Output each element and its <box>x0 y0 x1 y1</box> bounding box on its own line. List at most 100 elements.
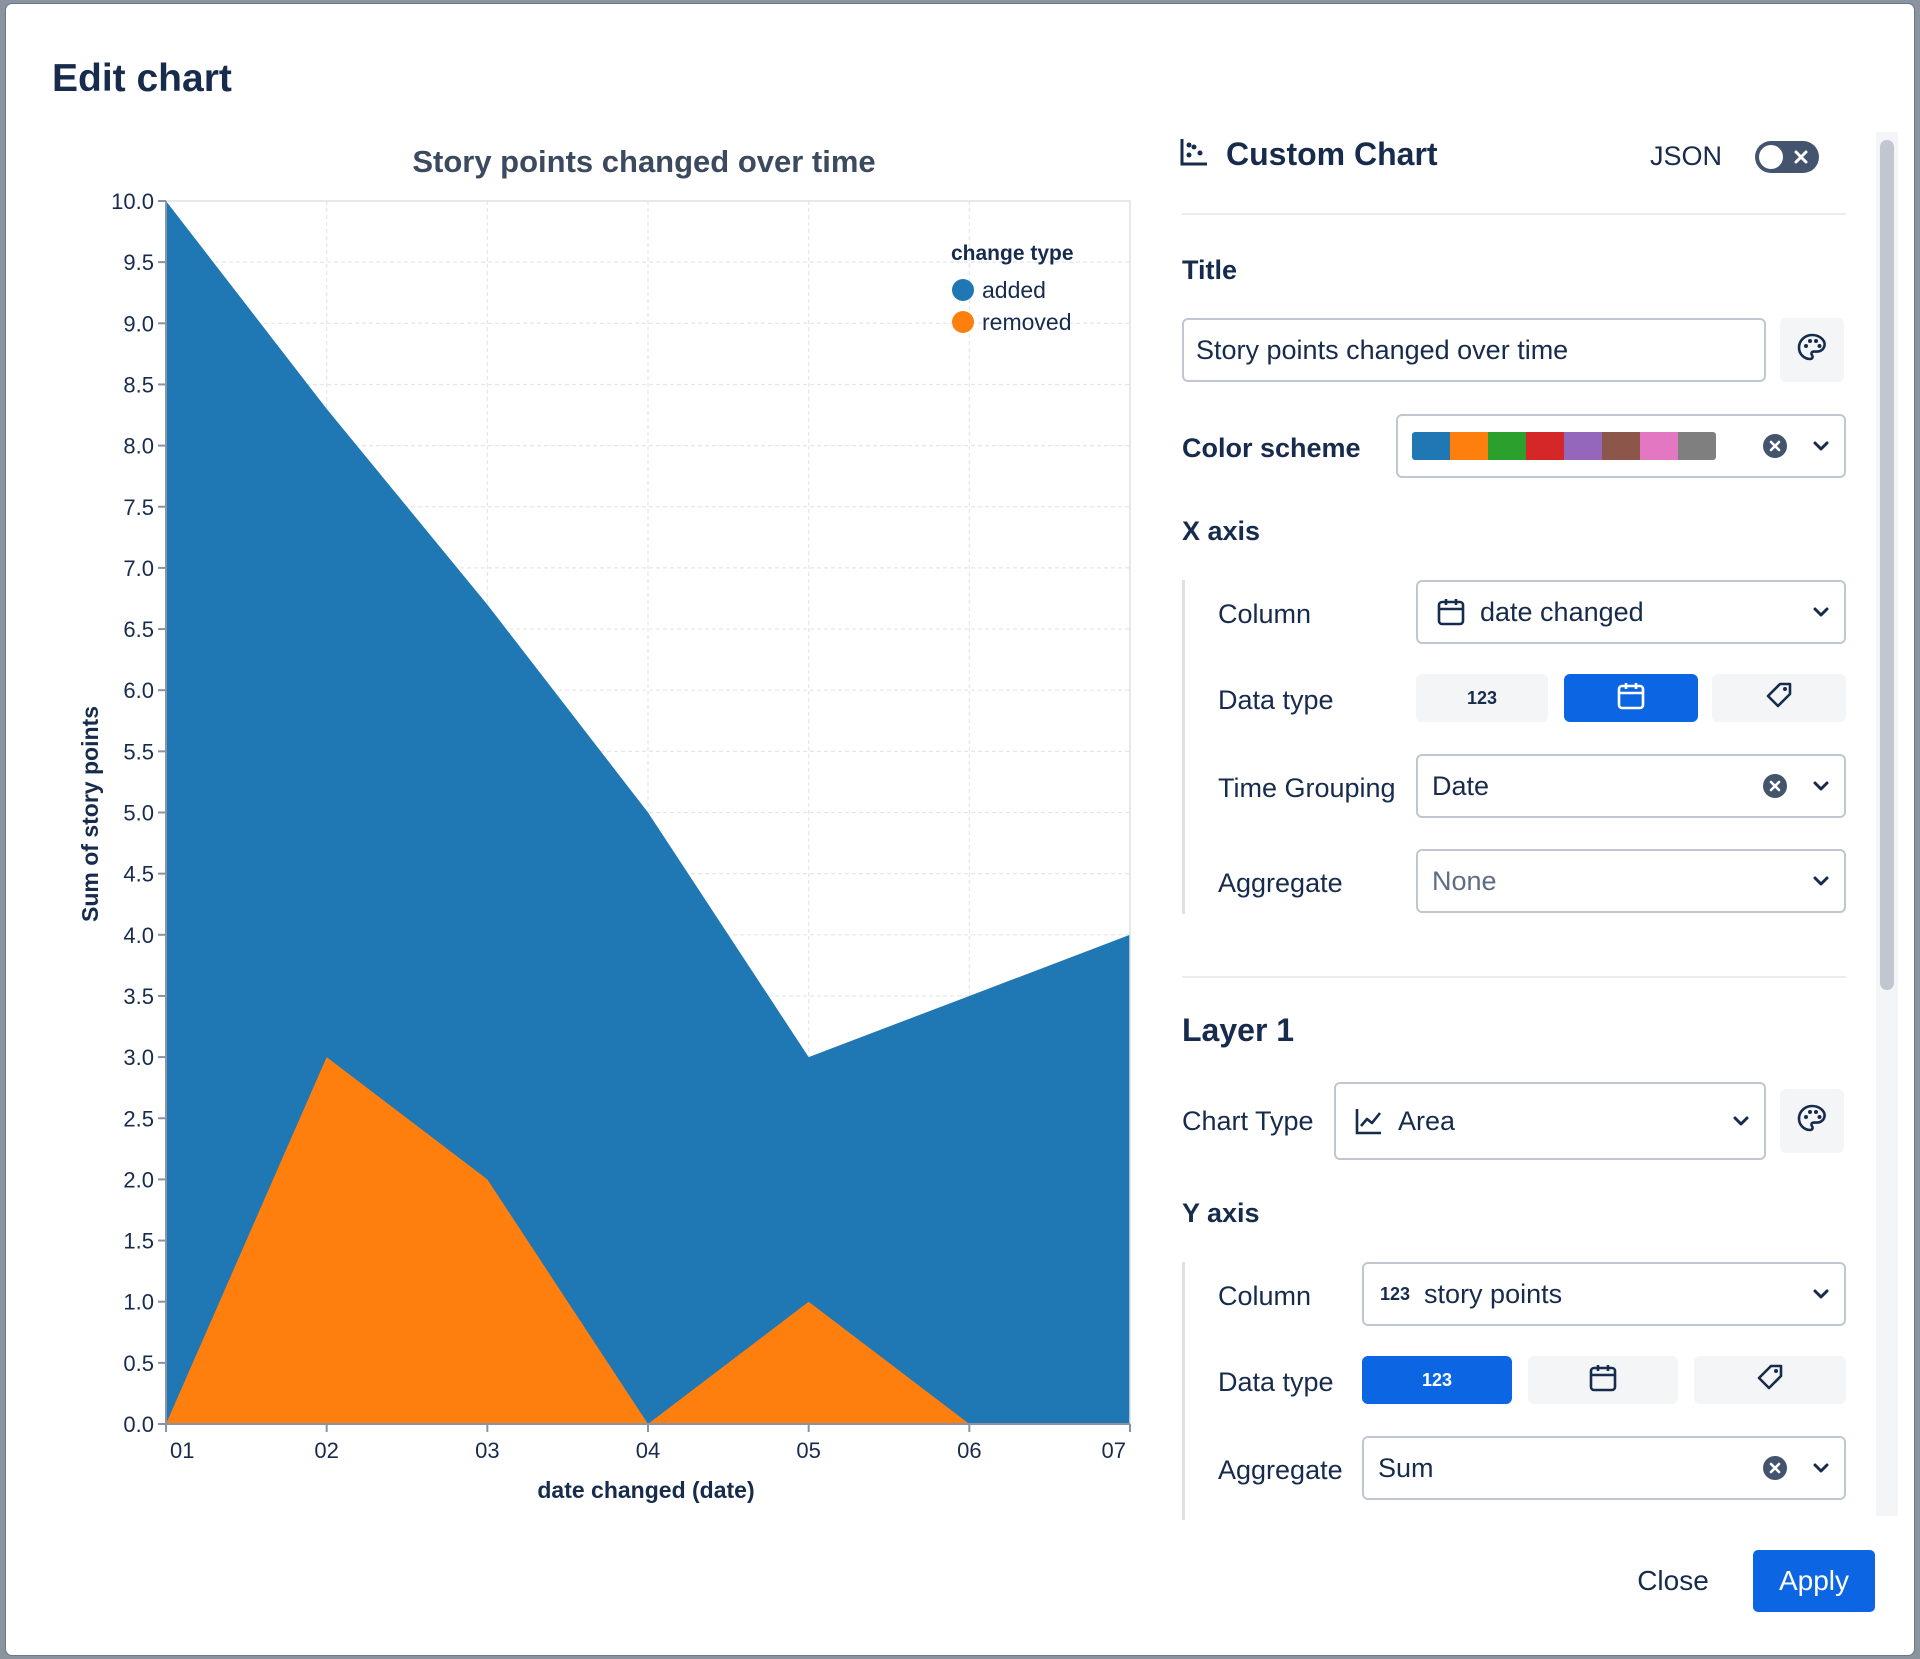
y-axis-group-line <box>1182 1262 1185 1520</box>
section-divider <box>1182 976 1846 978</box>
y-axis-section-label: Y axis <box>1182 1198 1260 1228</box>
y-aggregate-value: Sum <box>1378 1452 1434 1483</box>
y-axis-label: Sum of story points <box>77 706 103 922</box>
clear-icon[interactable] <box>1752 433 1798 459</box>
x-column-select[interactable]: date changed <box>1416 580 1846 644</box>
chevron-down-icon[interactable] <box>1798 871 1844 891</box>
y-tick-label: 4.0 <box>123 923 154 948</box>
area-chart: Story points changed over time 0.0 0.5 1.0… <box>77 144 1131 1503</box>
y-tick-label: 3.0 <box>123 1045 154 1070</box>
legend-item-added: added <box>982 277 1046 303</box>
clear-icon[interactable] <box>1752 773 1798 799</box>
x-tick-label: 05 <box>796 1438 820 1463</box>
y-aggregate-label: Aggregate <box>1218 1455 1343 1485</box>
title-style-button[interactable] <box>1780 318 1844 382</box>
json-label: JSON <box>1650 141 1723 171</box>
x-data-type-number[interactable]: 123 <box>1416 674 1548 722</box>
panel-scrollbar-thumb[interactable] <box>1880 140 1894 990</box>
y-column-select[interactable]: 123 story points <box>1362 1262 1846 1326</box>
calendar-icon <box>1616 681 1646 716</box>
x-data-type-date[interactable] <box>1564 674 1698 722</box>
x-tick-label: 07 <box>1102 1438 1126 1463</box>
chart-type-value: Area <box>1398 1105 1456 1136</box>
y-tick-label: 7.0 <box>123 556 154 581</box>
y-data-type-label: Data type <box>1218 1367 1334 1397</box>
chevron-down-icon[interactable] <box>1718 1111 1764 1131</box>
color-swatch <box>1678 432 1716 460</box>
color-swatch <box>1450 432 1488 460</box>
calendar-icon <box>1588 1363 1618 1398</box>
chevron-down-icon[interactable] <box>1798 1458 1844 1478</box>
time-grouping-label: Time Grouping <box>1218 773 1396 803</box>
chart-icon <box>1178 136 1210 168</box>
x-aggregate-value: None <box>1432 865 1497 896</box>
y-column-label: Column <box>1218 1281 1312 1311</box>
y-aggregate-select[interactable]: Sum <box>1362 1436 1846 1500</box>
legend-item-removed: removed <box>982 309 1071 335</box>
y-tick-label: 8.5 <box>123 372 154 397</box>
area-series-removed <box>166 1057 970 1424</box>
legend-swatch-removed <box>952 311 974 333</box>
chevron-down-icon[interactable] <box>1798 602 1844 622</box>
x-axis-section-label: X axis <box>1182 516 1261 546</box>
toggle-knob <box>1759 145 1783 169</box>
title-section-label: Title <box>1182 255 1238 285</box>
y-column-value: story points <box>1424 1278 1563 1309</box>
json-toggle[interactable] <box>1755 141 1819 173</box>
chart-title: Story points changed over time <box>412 144 875 179</box>
time-grouping-value: Date <box>1432 770 1490 801</box>
y-data-type-number[interactable]: 123 <box>1362 1356 1512 1404</box>
tag-icon <box>1755 1363 1785 1398</box>
y-tick-label: 9.5 <box>123 250 154 275</box>
y-tick-label: 2.0 <box>123 1167 154 1192</box>
close-icon <box>1791 147 1811 172</box>
chart-type-select[interactable]: Area <box>1334 1082 1766 1160</box>
y-data-type-category[interactable] <box>1694 1356 1846 1404</box>
color-swatch <box>1640 432 1678 460</box>
y-tick-label: 2.5 <box>123 1106 154 1131</box>
y-tick-label: 0.5 <box>123 1351 154 1376</box>
y-tick-label: 0.0 <box>123 1412 154 1437</box>
x-column-value: date changed <box>1480 596 1644 627</box>
chevron-down-icon[interactable] <box>1798 776 1844 796</box>
x-axis-label: date changed (date) <box>537 1477 754 1503</box>
palette-icon <box>1795 1102 1829 1141</box>
y-tick-label: 6.0 <box>123 678 154 703</box>
color-scheme-select[interactable] <box>1396 414 1846 478</box>
y-tick-label: 5.5 <box>123 739 154 764</box>
x-data-type-label: Data type <box>1218 685 1334 715</box>
header-divider <box>1182 213 1846 215</box>
palette-icon <box>1795 331 1829 370</box>
x-aggregate-select[interactable]: None <box>1416 849 1846 913</box>
x-tick-label: 02 <box>314 1438 338 1463</box>
y-data-type-date[interactable] <box>1528 1356 1678 1404</box>
y-tick-label: 6.5 <box>123 617 154 642</box>
number-type-icon: 123 <box>1380 1283 1411 1304</box>
tag-icon <box>1764 681 1794 716</box>
time-grouping-select[interactable]: Date <box>1416 754 1846 818</box>
panel-header-title: Custom Chart <box>1226 136 1438 172</box>
y-tick-label: 1.5 <box>123 1229 154 1254</box>
y-tick-label: 7.5 <box>123 495 154 520</box>
color-swatch <box>1412 432 1450 460</box>
chevron-down-icon[interactable] <box>1798 1284 1844 1304</box>
x-aggregate-label: Aggregate <box>1218 868 1343 898</box>
x-tick-label: 06 <box>957 1438 981 1463</box>
clear-icon[interactable] <box>1752 1455 1798 1481</box>
legend-swatch-added <box>952 279 974 301</box>
color-swatch <box>1488 432 1526 460</box>
y-tick-label: 4.5 <box>123 862 154 887</box>
y-tick-label: 5.0 <box>123 801 154 826</box>
chevron-down-icon[interactable] <box>1798 436 1844 456</box>
close-button[interactable]: Close <box>1637 1565 1709 1596</box>
title-input[interactable]: Story points changed over time <box>1182 318 1766 382</box>
x-data-type-category[interactable] <box>1712 674 1846 722</box>
x-tick-label: 04 <box>636 1438 660 1463</box>
layer-style-button[interactable] <box>1780 1089 1844 1153</box>
legend-title: change type <box>951 242 1074 265</box>
x-tick-label: 03 <box>475 1438 499 1463</box>
color-swatch <box>1526 432 1564 460</box>
calendar-icon <box>1418 597 1466 627</box>
apply-button[interactable]: Apply <box>1753 1550 1875 1612</box>
color-swatch <box>1564 432 1602 460</box>
